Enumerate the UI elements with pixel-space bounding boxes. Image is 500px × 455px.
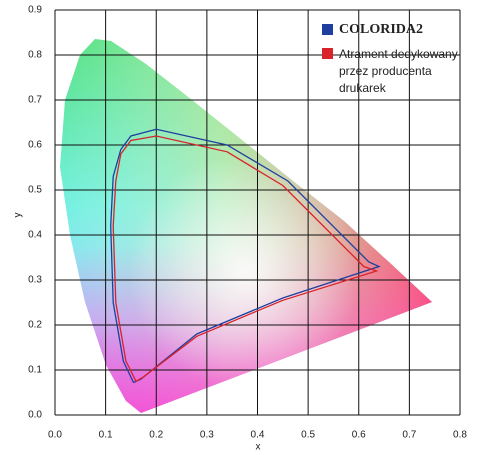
grid xyxy=(54,9,461,416)
x-tick-label: 0.1 xyxy=(99,430,113,441)
y-tick-label: 0.3 xyxy=(28,275,42,286)
x-tick-label: 0.7 xyxy=(402,430,416,441)
x-tick-label: 0.0 xyxy=(48,430,62,441)
legend: COLORIDA2 Atrament dedykowany przez produ… xyxy=(322,22,472,105)
legend-swatch xyxy=(322,24,333,35)
legend-item: Atrament dedykowany przez producenta dru… xyxy=(322,46,472,97)
y-tick-label: 0.6 xyxy=(28,140,42,151)
x-tick-label: 0.3 xyxy=(200,430,214,441)
x-tick-label: 0.6 xyxy=(352,430,366,441)
y-tick-label: 0.1 xyxy=(28,365,42,376)
gamut-line xyxy=(110,128,381,384)
gamut-line xyxy=(112,135,379,382)
legend-item: COLORIDA2 xyxy=(322,22,472,38)
x-tick-label: 0.2 xyxy=(149,430,163,441)
y-tick-label: 0.0 xyxy=(28,410,42,421)
legend-swatch xyxy=(322,48,333,59)
y-tick-label: 0.8 xyxy=(28,50,42,61)
x-tick-label: 0.4 xyxy=(251,430,265,441)
y-tick-label: 0.5 xyxy=(28,185,42,196)
y-tick-label: 0.2 xyxy=(28,320,42,331)
x-tick-label: 0.8 xyxy=(453,430,467,441)
series-lines xyxy=(110,128,381,384)
legend-label: COLORIDA2 xyxy=(339,22,424,37)
x-tick-label: 0.5 xyxy=(301,430,315,441)
y-tick-label: 0.9 xyxy=(28,5,42,16)
y-axis-label: y xyxy=(13,213,24,218)
x-axis-label: x xyxy=(256,442,261,453)
legend-label: Atrament dedykowany przez producenta dru… xyxy=(339,47,458,95)
y-tick-label: 0.7 xyxy=(28,95,42,106)
y-tick-label: 0.4 xyxy=(28,230,42,241)
